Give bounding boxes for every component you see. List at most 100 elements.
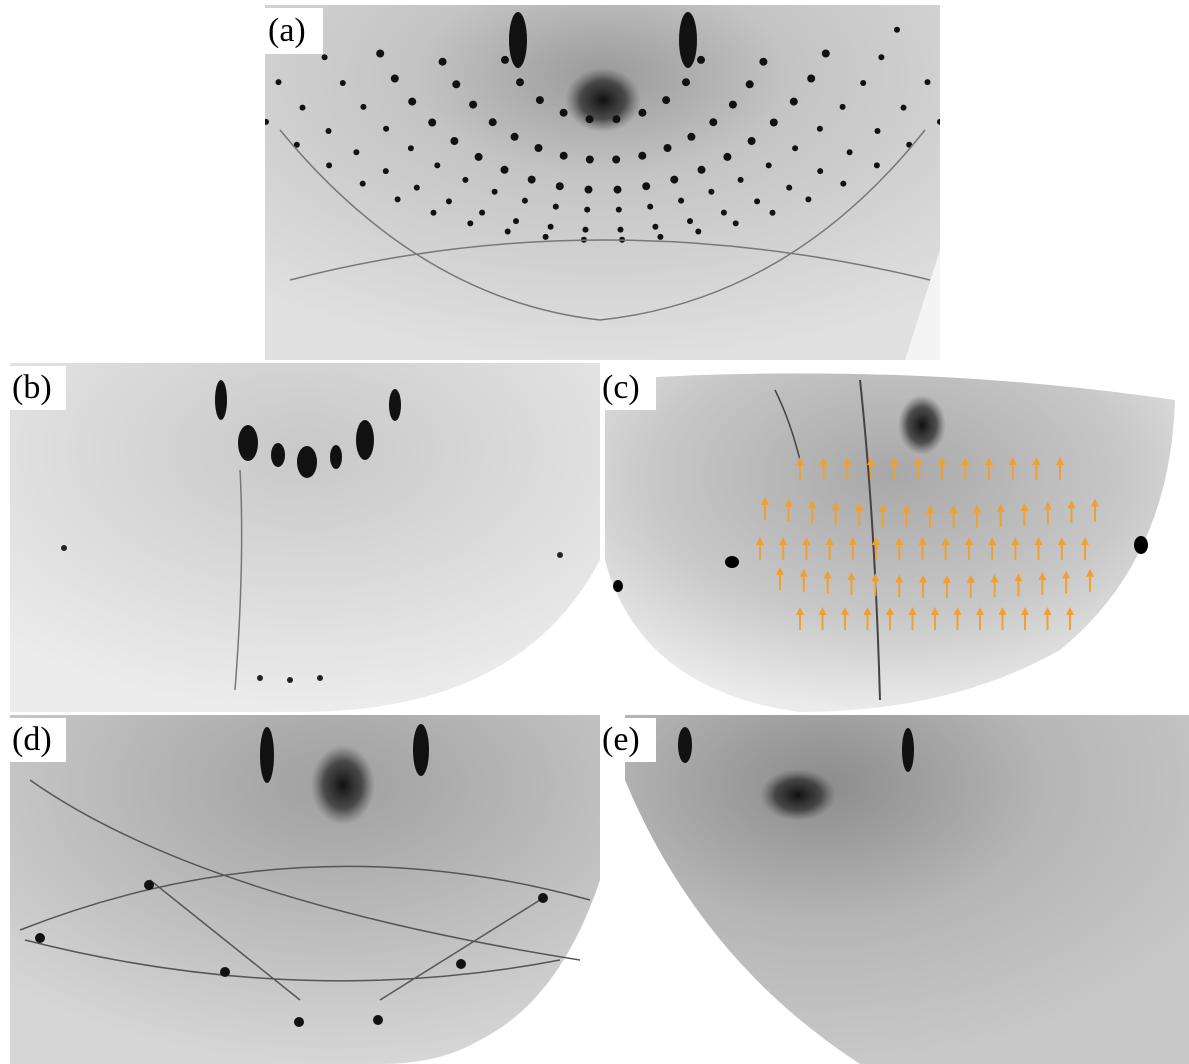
diffraction-spot <box>287 677 293 683</box>
spot <box>1134 536 1148 554</box>
panel-label: (a) <box>268 12 306 49</box>
diffraction-spot <box>395 196 401 202</box>
diffraction-spot <box>538 893 548 903</box>
diffraction-spot <box>638 109 646 117</box>
diffraction-spot <box>687 218 693 224</box>
diffraction-spot <box>450 137 458 145</box>
diffraction-spot <box>682 78 690 86</box>
diffraction-spot <box>946 52 952 58</box>
diffraction-spot <box>560 152 568 160</box>
diffraction-spot <box>738 177 744 183</box>
diffraction-spot <box>616 207 622 213</box>
specular-spot <box>760 769 836 821</box>
diffraction-spot <box>937 119 943 125</box>
diffraction-spot <box>376 50 384 58</box>
diffraction-spot <box>383 126 389 132</box>
diffraction-spot <box>446 198 452 204</box>
diffraction-spot <box>326 128 332 134</box>
diffraction-spot <box>878 54 884 60</box>
diffraction-spot <box>901 105 907 111</box>
diffraction-spot <box>373 1015 383 1025</box>
diffraction-spot <box>817 168 823 174</box>
diffraction-spot <box>670 176 678 184</box>
specular-spot <box>311 745 375 825</box>
diffraction-spot <box>790 98 798 106</box>
streak <box>509 12 527 68</box>
diffraction-spot <box>207 67 213 73</box>
spot <box>725 556 739 568</box>
diffraction-spot <box>144 880 154 890</box>
diffraction-spot <box>528 176 536 184</box>
diffraction-spot <box>489 118 497 126</box>
diffraction-spot <box>158 8 164 14</box>
diffraction-spot <box>585 186 593 194</box>
diffraction-spot <box>583 227 589 233</box>
diffraction-spot <box>875 128 881 134</box>
spot <box>613 580 623 592</box>
diffraction-spot <box>612 156 620 164</box>
panel-label: (c) <box>602 369 640 406</box>
diffraction-spot <box>479 210 485 216</box>
diffraction-spot <box>391 75 399 83</box>
diffraction-spot <box>792 145 798 151</box>
specular-spot <box>565 68 641 132</box>
streak <box>413 724 429 776</box>
streak <box>356 420 374 460</box>
streak <box>297 446 317 478</box>
streak <box>330 445 342 469</box>
diffraction-spot <box>513 218 519 224</box>
diffraction-spot <box>817 126 823 132</box>
diffraction-spot <box>822 50 830 58</box>
diffraction-spot <box>1042 8 1048 14</box>
diffraction-spot <box>966 23 972 29</box>
figure: (a) (b) (c) (d) (e) <box>0 0 1189 1064</box>
diffraction-spot <box>723 153 731 161</box>
diffraction-spot <box>770 210 776 216</box>
diffraction-spot <box>469 101 477 109</box>
panel-e <box>600 715 1189 1064</box>
diffraction-spot <box>428 119 436 127</box>
diffraction-spot <box>548 224 554 230</box>
diffraction-spot <box>360 104 366 110</box>
diffraction-spot <box>966 94 972 100</box>
diffraction-spot <box>234 23 240 29</box>
diffraction-spot <box>766 162 772 168</box>
diffraction-spot <box>840 104 846 110</box>
diffraction-spot <box>642 182 650 190</box>
diffraction-spot <box>434 162 440 168</box>
diffraction-spot <box>708 189 714 195</box>
diffraction-spot <box>492 189 498 195</box>
diffraction-spot <box>234 94 240 100</box>
diffraction-spot <box>612 115 620 123</box>
diffraction-spot <box>475 153 483 161</box>
diffraction-spot <box>709 118 717 126</box>
streak <box>902 728 914 772</box>
diffraction-spot <box>511 133 519 141</box>
diffraction-spot <box>353 149 359 155</box>
diffraction-spot <box>652 224 658 230</box>
diffraction-spot <box>678 198 684 204</box>
diffraction-spot <box>522 198 528 204</box>
diffraction-spot <box>687 133 695 141</box>
diffraction-spot <box>300 105 306 111</box>
diffraction-spot <box>501 166 509 174</box>
diffraction-spot <box>505 229 511 235</box>
diffraction-spot <box>586 156 594 164</box>
diffraction-spot <box>536 96 544 104</box>
diffraction-spot <box>257 675 263 681</box>
panel-label: (b) <box>12 369 52 406</box>
diffraction-spot <box>276 79 282 85</box>
diffraction-spot <box>748 137 756 145</box>
diffraction-spot <box>860 80 866 86</box>
diffraction-spot <box>586 115 594 123</box>
diffraction-spot <box>993 67 999 73</box>
diffraction-spot <box>807 75 815 83</box>
diffraction-spot <box>326 162 332 168</box>
diffraction-spot <box>925 79 931 85</box>
specular-spot <box>898 395 946 455</box>
diffraction-spot <box>584 207 590 213</box>
pattern-background <box>10 715 600 1064</box>
streak <box>238 425 258 461</box>
diffraction-spot <box>847 149 853 155</box>
diffraction-spot <box>35 933 45 943</box>
